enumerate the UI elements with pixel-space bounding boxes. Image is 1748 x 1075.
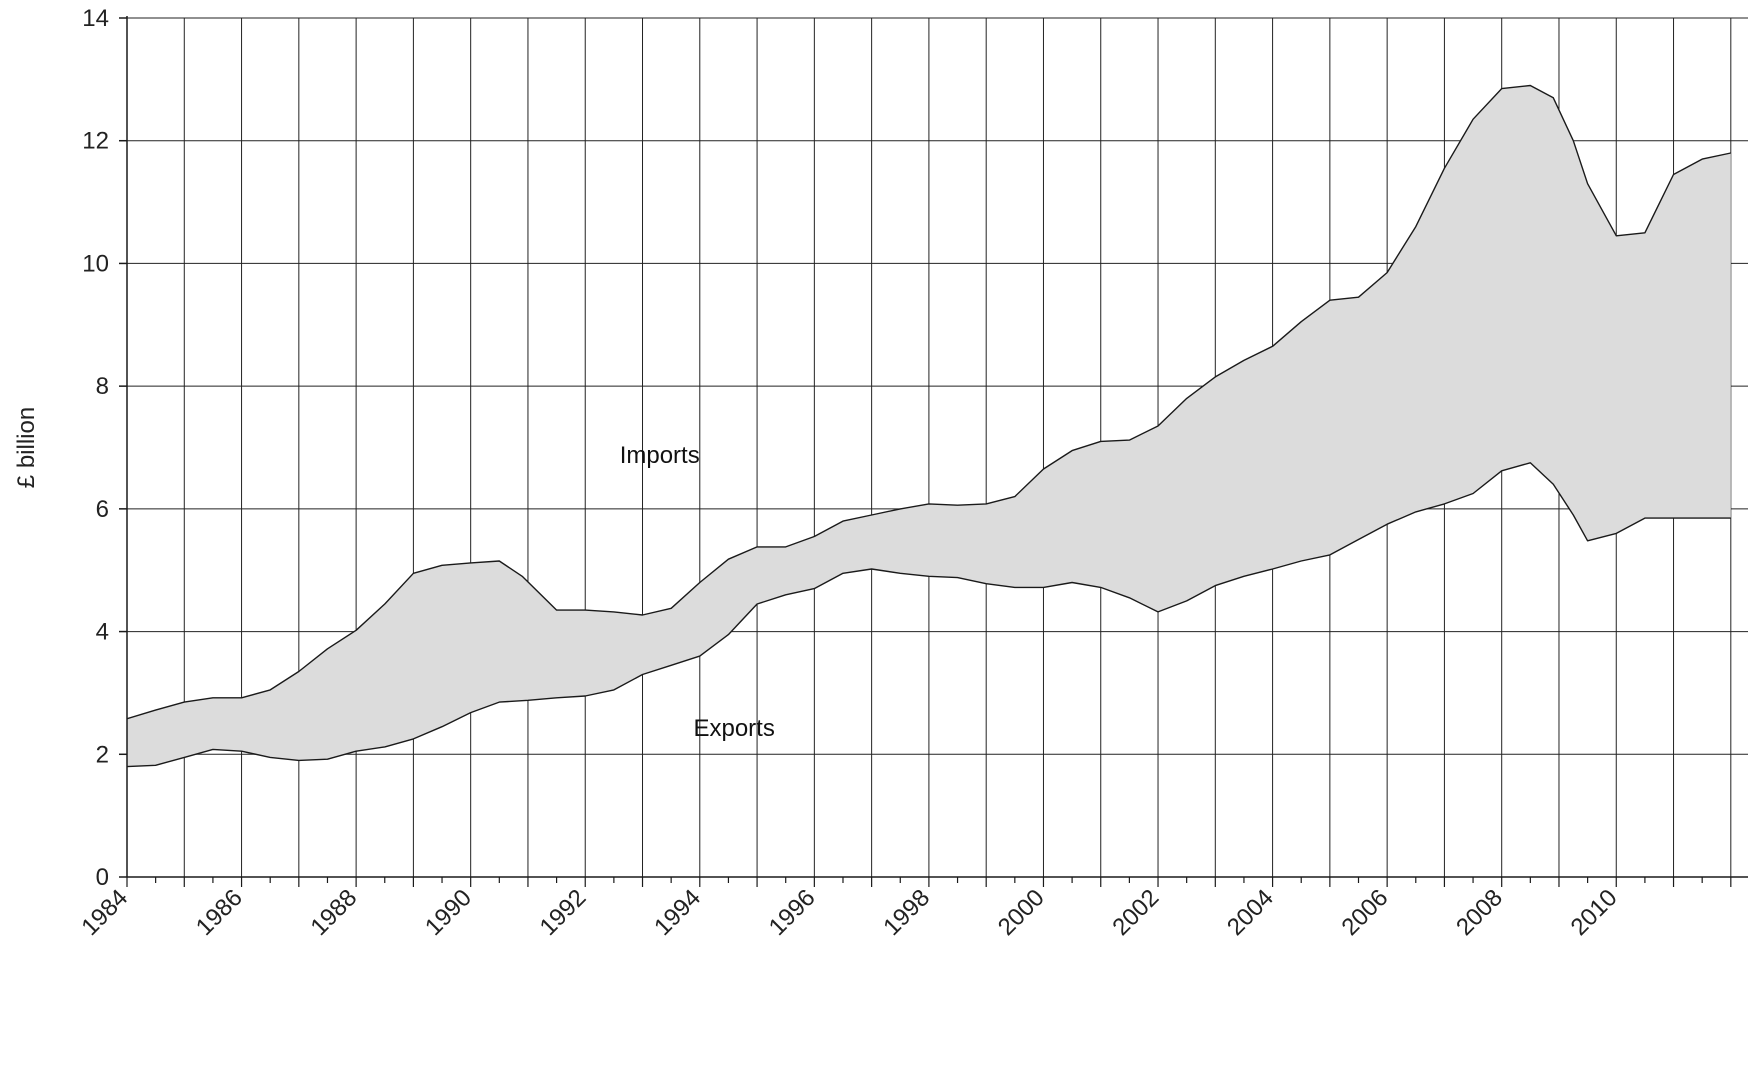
x-tick-labels: 1984 1986 1988 1990 1992 1994 1996 1998 2000 2002… xyxy=(76,884,1622,941)
x-tick-label: 2008 xyxy=(1451,884,1508,941)
x-tick-label: 1986 xyxy=(191,884,248,941)
exports-line xyxy=(126,462,1731,768)
x-tick-label: 1994 xyxy=(649,884,706,941)
y-tick-label: 14 xyxy=(82,5,109,32)
x-tick-label: 2006 xyxy=(1337,884,1394,941)
axes xyxy=(119,16,1748,887)
x-tick-label: 1988 xyxy=(306,884,363,941)
imports-exports-band xyxy=(127,85,1731,767)
y-tick-label: 2 xyxy=(96,741,109,768)
y-axis-label: £ billion xyxy=(13,407,40,488)
y-tick-label: 12 xyxy=(82,128,109,155)
x-tick-label: 2000 xyxy=(993,884,1050,941)
y-tick-label: 6 xyxy=(96,496,109,523)
y-tick-label: 4 xyxy=(96,619,109,646)
x-tick-label: 1996 xyxy=(764,884,821,941)
x-tick-label: 1992 xyxy=(535,884,592,941)
x-tick-label: 2004 xyxy=(1222,884,1279,941)
x-tick-label: 2010 xyxy=(1566,884,1623,941)
x-tick-label: 1998 xyxy=(878,884,935,941)
y-tick-label: 0 xyxy=(96,864,109,891)
y-tick-label: 10 xyxy=(82,250,109,277)
imports-line xyxy=(126,84,1731,720)
x-tick-label: 1990 xyxy=(420,884,477,941)
series-annotation: Exports xyxy=(693,715,774,742)
series-annotation: Imports xyxy=(620,442,700,469)
x-tick-label: 2002 xyxy=(1107,884,1164,941)
series-annotations: Imports Exports xyxy=(620,442,775,742)
y-tick-labels: 0 2 4 6 8 10 12 14 xyxy=(82,5,109,891)
x-tick-label: 1984 xyxy=(76,884,133,941)
y-tick-label: 8 xyxy=(96,373,109,400)
